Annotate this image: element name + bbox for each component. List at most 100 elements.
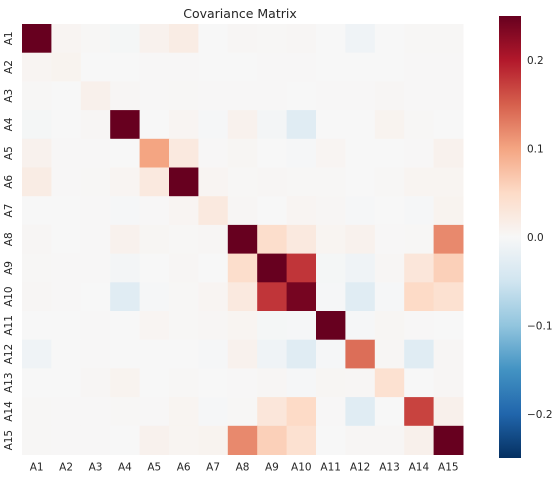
- y-tick-label-A6: A6: [3, 175, 15, 189]
- heatmap-cell-A2-A10: [286, 52, 317, 82]
- heatmap-cell-A11-A10: [286, 311, 317, 341]
- heatmap-cell-A1-A10: [286, 24, 317, 54]
- x-tick-label-A15: A15: [438, 462, 459, 474]
- heatmap-cell-A12-A4: [110, 339, 141, 369]
- y-tick-label-A11: A11: [3, 315, 15, 336]
- heatmap-cell-A2-A5: [139, 52, 170, 82]
- heatmap-cell-A11-A9: [257, 311, 288, 341]
- heatmap-cell-A4-A12: [345, 110, 376, 140]
- heatmap-cell-A3-A14: [404, 81, 435, 111]
- heatmap-cell-A3-A7: [198, 81, 229, 111]
- heatmap-cell-A11-A7: [198, 311, 229, 341]
- heatmap-cell-A5-A7: [198, 138, 229, 168]
- heatmap-cell-A8-A10: [286, 224, 317, 255]
- heatmap-cell-A9-A2: [51, 253, 82, 283]
- heatmap-cell-A15-A11: [316, 425, 346, 455]
- heatmap-cell-A7-A3: [80, 196, 111, 226]
- heatmap-cell-A13-A5: [139, 368, 170, 398]
- heatmap-cell-A14-A4: [110, 397, 141, 427]
- heatmap-cell-A3-A8: [227, 81, 258, 111]
- heatmap-cell-A3-A4: [110, 81, 141, 111]
- x-tick-labels: A1 A2 A3 A4 A5 A6 A7 A8 A9 A10 A11 A12 A13 A14 A15: [30, 462, 459, 474]
- heatmap-cell-A15-A12: [345, 425, 376, 455]
- heatmap-cell-A6-A8: [227, 167, 258, 197]
- heatmap-cell-A7-A4: [110, 196, 141, 226]
- heatmap-cell-A6-A1: [22, 167, 52, 197]
- heatmap-cell-A4-A11: [316, 110, 346, 140]
- heatmap-cell-A13-A6: [169, 368, 199, 398]
- heatmap-cell-A7-A1: [22, 196, 52, 226]
- x-tick-label-A11: A11: [320, 462, 341, 474]
- heatmap-cell-A11-A11: [316, 311, 346, 341]
- colorbar-tick-label: −0.2: [527, 409, 553, 421]
- heatmap-cell-A13-A15: [433, 368, 464, 398]
- heatmap-cell-A7-A11: [316, 196, 346, 226]
- heatmap-cell-A10-A11: [316, 282, 346, 312]
- heatmap-cell-A1-A5: [139, 24, 170, 54]
- heatmap-cell-A12-A6: [169, 339, 199, 369]
- heatmap-cell-A8-A12: [345, 224, 376, 255]
- heatmap-cell-A9-A1: [22, 253, 52, 283]
- heatmap-cell-A5-A6: [169, 138, 199, 168]
- heatmap-cell-A9-A5: [139, 253, 170, 283]
- heatmap-cell-A14-A6: [169, 397, 199, 427]
- heatmap-cell-A2-A15: [433, 52, 464, 82]
- heatmap-cell-A5-A2: [51, 138, 82, 168]
- colorbar-gradient: [499, 16, 521, 458]
- heatmap-cell-A14-A7: [198, 397, 229, 427]
- heatmap-cell-A6-A7: [198, 167, 229, 197]
- heatmap-cell-A4-A3: [80, 110, 111, 140]
- heatmap-cell-A13-A1: [22, 368, 52, 398]
- heatmap-cell-A4-A8: [227, 110, 258, 140]
- heatmap-cell-A15-A15: [433, 425, 464, 455]
- y-tick-label-A2: A2: [3, 60, 15, 74]
- heatmap-cell-A10-A12: [345, 282, 376, 312]
- heatmap-cell-A3-A6: [169, 81, 199, 111]
- heatmap-cell-A14-A2: [51, 397, 82, 427]
- heatmap-cell-A6-A2: [51, 167, 82, 197]
- colorbar-tick-label: 0.1: [527, 144, 544, 156]
- heatmap-cell-A1-A3: [80, 24, 111, 54]
- heatmap-cell-A5-A3: [80, 138, 111, 168]
- y-tick-label-A10: A10: [3, 286, 15, 307]
- heatmap-cell-A12-A13: [374, 339, 405, 369]
- heatmap-cell-A1-A6: [169, 24, 199, 54]
- heatmap-cell-A5-A14: [404, 138, 435, 168]
- heatmap-cell-A15-A14: [404, 425, 435, 455]
- heatmap-cell-A9-A7: [198, 253, 229, 283]
- heatmap-cell-A15-A2: [51, 425, 82, 455]
- heatmap-cell-A7-A7: [198, 196, 229, 226]
- heatmap-cell-A9-A13: [374, 253, 405, 283]
- heatmap-cell-A6-A9: [257, 167, 288, 197]
- heatmap-cell-A4-A10: [286, 110, 317, 140]
- heatmap-cell-A3-A11: [316, 81, 346, 111]
- heatmap-cell-A9-A10: [286, 253, 317, 283]
- heatmap-cell-A14-A13: [374, 397, 405, 427]
- heatmap-cell-A10-A4: [110, 282, 141, 312]
- heatmap-cell-A9-A11: [316, 253, 346, 283]
- heatmap-cell-A3-A10: [286, 81, 317, 111]
- heatmap-cell-A8-A2: [51, 224, 82, 255]
- heatmap-cell-A7-A12: [345, 196, 376, 226]
- heatmap-cell-A2-A7: [198, 52, 229, 82]
- heatmap-cell-A15-A8: [227, 425, 258, 455]
- heatmap-cell-A9-A14: [404, 253, 435, 283]
- heatmap-cell-A12-A11: [316, 339, 346, 369]
- heatmap-cell-A7-A10: [286, 196, 317, 226]
- heatmap-cell-A15-A4: [110, 425, 141, 455]
- x-tick-label-A5: A5: [147, 462, 161, 474]
- heatmap-cell-A3-A13: [374, 81, 405, 111]
- heatmap-cell-A7-A2: [51, 196, 82, 226]
- heatmap-cell-A14-A11: [316, 397, 346, 427]
- heatmap-cell-A5-A9: [257, 138, 288, 168]
- x-tick-label-A3: A3: [89, 462, 103, 474]
- heatmap-cell-A14-A12: [345, 397, 376, 427]
- heatmap-cell-A3-A2: [51, 81, 82, 111]
- heatmap-cell-A6-A5: [139, 167, 170, 197]
- heatmap-cell-A14-A9: [257, 397, 288, 427]
- heatmap-cell-A12-A15: [433, 339, 464, 369]
- x-tick-label-A9: A9: [265, 462, 279, 474]
- y-tick-label-A3: A3: [3, 89, 15, 103]
- y-tick-label-A9: A9: [3, 261, 15, 275]
